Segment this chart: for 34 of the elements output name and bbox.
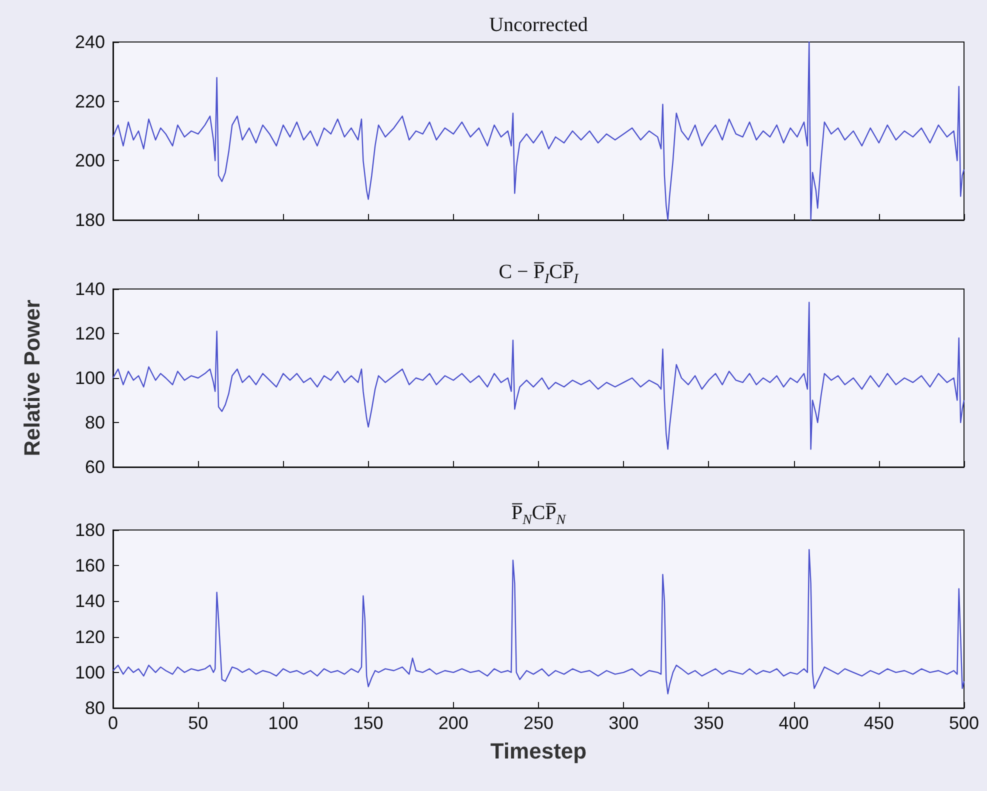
y-tick-label: 140 (74, 279, 105, 299)
y-tick-label: 120 (74, 626, 105, 647)
line-series (112, 41, 965, 221)
y-tick-label: 80 (84, 412, 105, 432)
y-tick-label: 140 (74, 591, 105, 612)
x-tick-label: 350 (694, 713, 724, 733)
x-tick-label: 300 (608, 713, 639, 733)
x-axis-title: Timestep (490, 738, 587, 764)
chart-title: P̅$_{N}$CP̅$_{N}$ (510, 502, 568, 529)
y-tick-label: 180 (74, 520, 105, 540)
x-tick-label: 150 (353, 713, 384, 733)
x-tick-label: 250 (523, 713, 554, 733)
chart-title: C − P̅$_{I}$CP̅$_{I}$ (498, 261, 580, 288)
y-tick-label: 60 (84, 457, 105, 477)
x-tick-label: 450 (864, 713, 894, 733)
y-tick-label: 120 (74, 324, 105, 344)
x-tick-label: 500 (948, 713, 980, 733)
x-tick-label: 400 (778, 713, 809, 733)
x-tick-label: 100 (268, 713, 298, 733)
line-series (112, 548, 965, 694)
y-tick-label: 100 (74, 662, 105, 682)
x-tick-label: 200 (438, 713, 468, 733)
y-tick-label: 160 (74, 556, 105, 576)
x-tick-label: 50 (188, 713, 208, 733)
line-series (112, 302, 965, 450)
chart-title: Uncorrected (488, 14, 589, 37)
y-tick-label: 200 (74, 150, 105, 171)
y-tick-label: 240 (74, 32, 105, 52)
y-tick-label: 180 (74, 210, 105, 230)
x-tick-label: 0 (108, 713, 118, 733)
y-tick-label: 80 (84, 698, 105, 718)
y-tick-label: 220 (74, 91, 105, 112)
y-tick-label: 100 (74, 368, 105, 388)
y-axis-title: Relative Power (20, 299, 44, 456)
